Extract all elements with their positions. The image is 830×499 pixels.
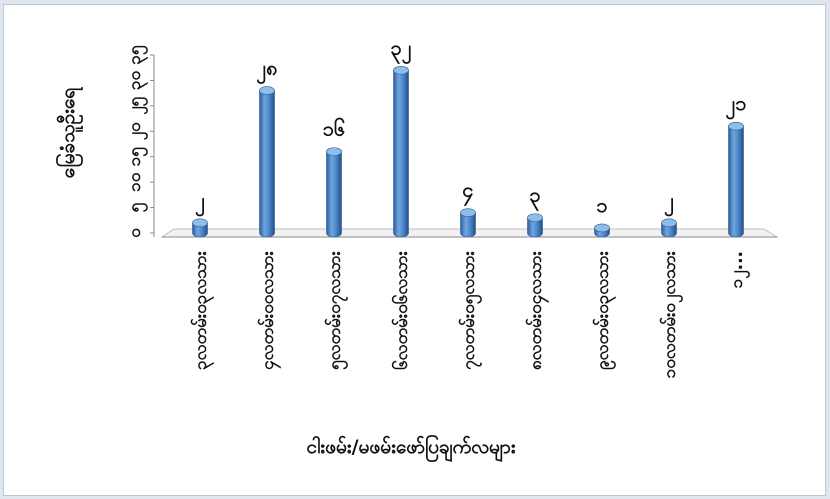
data-label: ၁၆ xyxy=(323,117,346,141)
bar-top xyxy=(326,147,342,156)
bar-body xyxy=(259,90,275,238)
x-category-label: ၄လတမ်း၀၀လသား xyxy=(257,250,282,370)
bar xyxy=(661,218,677,238)
bar xyxy=(259,86,275,238)
bar xyxy=(326,147,342,238)
y-tick-label: ၂၀ xyxy=(125,122,149,140)
bar-top xyxy=(661,218,677,228)
y-tick-label: ၂၅ xyxy=(125,96,149,114)
data-label: ၂ xyxy=(664,188,674,217)
bar-body xyxy=(393,69,409,238)
chart-panel: ၀ ၅ ၁၀ ၁၅ ၂၀ ၂၅ ၃၀ ၃၅ ၂ ၂၈၁၆ ၃၂၄ ၃ ၁ ၂ ၂၁ ၃လတမ်း၀၃လသာ… xyxy=(3,4,826,496)
data-label: ၄ xyxy=(462,178,473,207)
bar xyxy=(393,65,409,238)
bar-top xyxy=(259,86,275,95)
y-tick-label: ၃၅ xyxy=(125,45,149,65)
bar xyxy=(594,223,610,238)
x-category-label: ၉လတမ်း၀၃လသား xyxy=(592,250,617,370)
bar xyxy=(728,121,744,238)
y-axis-title: မြေခံသူဦးရေ xyxy=(54,87,84,178)
data-label: ၂၁ xyxy=(725,91,746,120)
bar-top xyxy=(594,223,610,233)
bar-body xyxy=(527,217,543,238)
y-tick-label: ၁၀ xyxy=(125,172,145,192)
x-category-label: ၁၀လတမ်း၀၂လသား xyxy=(659,250,684,378)
bar xyxy=(460,208,476,238)
data-label: ၁ xyxy=(596,193,607,217)
x-category-label: ၇လတမ်း၀၅လသား xyxy=(458,250,483,370)
bar-top xyxy=(728,121,744,131)
bar xyxy=(527,213,543,238)
x-category-label: ၈လတမ်း၀၄လသား xyxy=(525,250,550,370)
bar-body xyxy=(326,151,342,238)
data-label: ၃၂ xyxy=(390,35,411,64)
x-category-label: ၆လတမ်း၀၆လသား xyxy=(390,250,412,370)
y-tick-label: ၃၀ xyxy=(125,70,149,90)
x-category-label: ၁၂... xyxy=(727,251,751,288)
bar-body xyxy=(460,212,476,238)
bar-top xyxy=(527,213,543,223)
y-tick-label: ၁၅ xyxy=(125,147,149,167)
x-category-label: ၅လတမ်း၀၇လသား xyxy=(324,250,349,370)
bar-body xyxy=(728,125,744,238)
data-label: ၃ xyxy=(529,183,540,212)
data-label: ၂ xyxy=(195,188,205,217)
y-tick-label: ၅ xyxy=(125,202,149,212)
x-axis-categories: ၃လတမ်း၀၃လသား ၄လတမ်း၀၀လသား ၅လတမ်း၀၇လသား ၆လတမ… xyxy=(190,250,751,378)
bar-top xyxy=(393,65,409,75)
bar-top xyxy=(192,218,208,228)
y-tick-label: ၀ xyxy=(125,228,145,238)
bars-group xyxy=(192,65,744,238)
data-label: ၂၈ xyxy=(256,56,277,85)
x-axis-title: ငါးဖမ်း/မဖမ်းဖော်ပြချက်လများ xyxy=(306,433,515,463)
bar xyxy=(192,218,208,238)
x-category-label: ၃လတမ်း၀၃လသား xyxy=(190,250,215,370)
bar-top xyxy=(460,208,476,217)
y-axis: ၀ ၅ ၁၀ ၁၅ ၂၀ ၂၅ ၃၀ ၃၅ xyxy=(125,45,155,238)
